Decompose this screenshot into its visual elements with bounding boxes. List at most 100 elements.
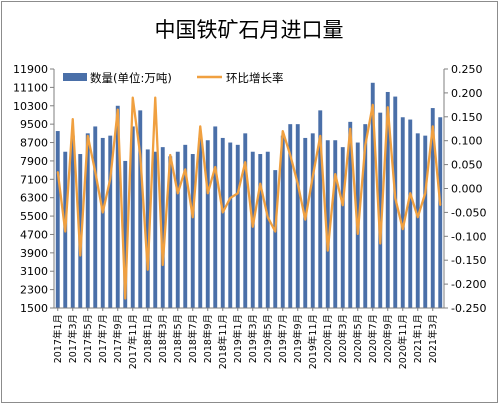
growth-point-2019-09	[296, 182, 299, 185]
x-tick-label: 2020年7月	[367, 314, 379, 363]
growth-point-2017-04	[79, 254, 82, 257]
x-axis: 2017年1月 2017年3月 2017年5月 2017年7月 2017年9月 2017年…	[52, 307, 444, 369]
bar-2018-11	[220, 137, 225, 308]
bar-2020-09	[385, 91, 390, 308]
growth-point-2020-06	[364, 144, 367, 147]
x-tick-label: 2019年1月	[232, 314, 244, 363]
left-tick-label: 8700	[20, 137, 48, 150]
bar-2020-01	[325, 140, 330, 308]
left-tick-label: 6300	[20, 192, 48, 205]
x-tick-label: 2018年1月	[142, 314, 154, 363]
right-tick-label: -0.250	[451, 302, 486, 315]
bar-2017-07	[100, 137, 105, 308]
legend-label-growth: 环比增长率	[226, 71, 284, 85]
growth-point-2020-02	[334, 173, 337, 175]
bar-2020-06	[363, 124, 368, 309]
bar-2017-12	[138, 110, 143, 308]
growth-point-2019-10	[304, 218, 307, 221]
growth-point-2017-05	[86, 135, 89, 137]
bar-2018-01	[145, 149, 150, 308]
bar-2019-07	[280, 135, 285, 308]
left-tick-label: 7900	[20, 155, 48, 168]
x-tick-label: 2020年1月	[322, 314, 334, 363]
x-tick-label: 2017年11月	[127, 314, 139, 369]
left-tick-label: 2300	[20, 284, 48, 297]
growth-point-2021-04	[439, 204, 442, 207]
bar-2018-06	[183, 144, 188, 308]
left-tick-label: 3900	[20, 247, 48, 260]
bar-2019-06	[273, 170, 278, 308]
growth-point-2017-11	[131, 96, 134, 99]
growth-point-2019-11	[311, 175, 314, 178]
bar-2019-08	[288, 124, 293, 309]
growth-point-2018-02	[154, 96, 157, 99]
x-tick-label: 2019年9月	[292, 314, 304, 363]
x-tick-label: 2017年1月	[52, 314, 64, 363]
right-tick-label: -0.150	[451, 254, 486, 267]
bar-2017-06	[93, 126, 98, 308]
bar-2020-12	[408, 119, 413, 308]
growth-point-2017-06	[94, 170, 97, 173]
left-tick-label: 5500	[20, 210, 48, 223]
growth-point-2017-10	[124, 297, 127, 300]
right-tick-label: -0.050	[451, 206, 486, 219]
growth-point-2019-04	[259, 182, 262, 185]
bar-2019-09	[295, 124, 300, 309]
bar-2018-10	[213, 126, 218, 308]
growth-point-2018-08	[199, 125, 202, 128]
growth-point-2018-10	[214, 166, 217, 168]
left-tick-label: 11100	[13, 81, 48, 94]
x-tick-label: 2021年1月	[412, 314, 424, 363]
growth-point-2020-04	[349, 127, 352, 130]
growth-point-2021-02	[424, 192, 427, 195]
growth-point-2021-01	[416, 216, 419, 218]
growth-point-2018-06	[184, 168, 187, 171]
x-tick-label: 2017年5月	[82, 314, 94, 363]
x-tick-label: 2019年3月	[247, 314, 259, 363]
growth-point-2017-09	[116, 108, 119, 111]
bar-2020-07	[370, 82, 375, 309]
bar-2017-01	[55, 131, 60, 308]
growth-point-2019-01	[236, 192, 239, 195]
growth-point-2017-12	[139, 154, 142, 156]
bar-2017-08	[108, 135, 113, 308]
growth-point-2020-11	[401, 228, 404, 230]
left-axis: 11900 11100 10300 9500 8700 7900 7100 6300 5500 4…	[13, 63, 55, 315]
bar-2020-11	[400, 117, 405, 308]
bar-2021-04	[438, 117, 443, 308]
x-tick-label: 2020年3月	[337, 314, 349, 363]
growth-point-2018-04	[169, 154, 172, 156]
growth-point-2020-03	[341, 204, 344, 207]
growth-point-2019-03	[251, 225, 254, 228]
bar-2018-03	[160, 147, 165, 308]
bar-2021-03	[430, 108, 435, 308]
x-tick-label: 2019年5月	[262, 314, 274, 363]
right-tick-label: -0.100	[451, 230, 486, 243]
growth-point-2021-03	[431, 125, 434, 128]
growth-point-2017-02	[64, 230, 67, 233]
bar-2018-02	[153, 151, 158, 308]
bar-2017-04	[78, 154, 83, 308]
growth-point-2018-09	[206, 192, 209, 195]
left-tick-label: 4700	[20, 228, 48, 241]
left-tick-label: 7100	[20, 173, 48, 186]
left-tick-label: 1500	[20, 302, 48, 315]
growth-line	[56, 96, 442, 300]
bar-2019-05	[265, 151, 270, 308]
x-tick-label: 2018年9月	[202, 314, 214, 363]
right-tick-label: 0.200	[451, 87, 483, 100]
right-tick-label: 0.250	[451, 63, 483, 76]
bar-2018-07	[190, 154, 195, 308]
left-tick-label: 9500	[20, 118, 48, 131]
bar-2018-05	[175, 151, 180, 308]
bar-2019-10	[303, 137, 308, 308]
x-tick-label: 2017年9月	[112, 314, 124, 363]
x-tick-label: 2020年11月	[397, 314, 409, 369]
growth-point-2020-07	[371, 104, 374, 106]
bar-2020-04	[348, 121, 353, 308]
growth-point-2020-10	[394, 197, 397, 199]
x-tick-label: 2019年7月	[277, 314, 289, 363]
right-tick-label: 0.150	[451, 111, 483, 124]
line-series	[56, 96, 442, 300]
